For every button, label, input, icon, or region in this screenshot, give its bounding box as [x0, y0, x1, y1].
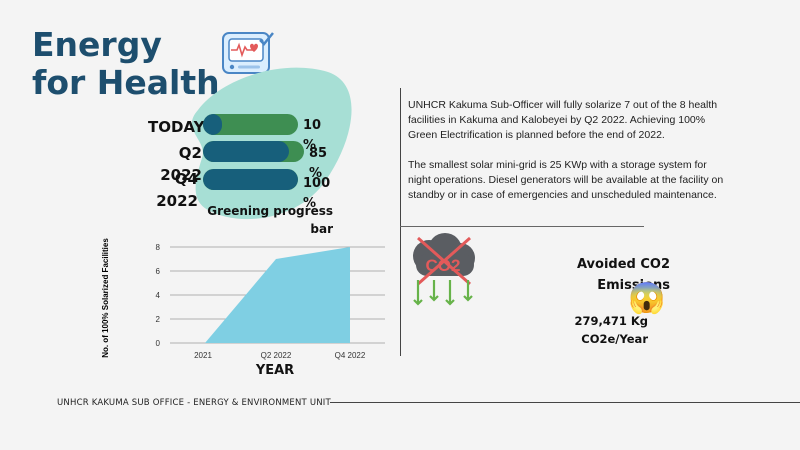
chart-y-tick-label: 2	[156, 315, 161, 324]
shocked-face-icon: 😱	[628, 282, 666, 315]
title-line-2: for Health	[32, 63, 220, 102]
progress-pct-q4: 100 %	[303, 176, 331, 211]
horizontal-divider	[400, 226, 644, 227]
chart-y-tick-label: 4	[156, 291, 161, 300]
chart-y-axis-label: No. of 100% Solarized Facilities	[101, 238, 110, 358]
progress-pct-q2: 85 %	[309, 146, 328, 181]
facilities-area-chart: 0 2 4 6 8 2021 Q2 2022 Q4 2022 No. of 100% Sol…	[101, 238, 385, 360]
chart-x-tick-label: 2021	[194, 351, 212, 360]
description-paragraph-2: The smallest solar mini-grid is 25 KWp w…	[408, 159, 724, 201]
progress-caption: Greening progress bar	[207, 204, 333, 236]
title-line-1: Energy	[32, 25, 162, 64]
vertical-divider	[400, 88, 401, 356]
chart-y-tick-label: 0	[156, 339, 161, 348]
co2-cloud-icon: CO2	[413, 233, 475, 306]
progress-pct-today: 10 %	[303, 118, 322, 153]
progress-fill-q4	[203, 169, 298, 190]
progress-label-q4: Q4 2022	[156, 170, 198, 210]
description-paragraph-1: UNHCR Kakuma Sub-Officer will fully sola…	[408, 99, 718, 141]
chart-y-tick-label: 6	[156, 267, 161, 276]
avoided-co2-value: 279,471 Kg CO2e/Year	[574, 314, 648, 346]
progress-bar-q2	[203, 141, 304, 162]
footer-text: UNHCR KAKUMA SUB OFFICE - ENERGY & ENVIR…	[57, 398, 331, 408]
progress-fill-today	[203, 114, 222, 135]
heart-monitor-icon	[222, 32, 274, 74]
progress-label-q2: Q2 2022	[160, 144, 202, 184]
chart-x-tick-label: Q2 2022	[261, 351, 292, 360]
footer-divider	[330, 402, 800, 403]
progress-label-today: TODAY	[148, 118, 205, 136]
progress-bar-q4	[203, 169, 298, 190]
progress-fill-q2	[203, 141, 289, 162]
chart-area-series	[205, 247, 350, 343]
chart-y-tick-label: 8	[156, 243, 161, 252]
chart-x-tick-label: Q4 2022	[335, 351, 366, 360]
description: UNHCR Kakuma Sub-Officer will fully sola…	[408, 98, 726, 218]
chart-x-axis-label: YEAR	[255, 363, 295, 378]
avoided-co2-title: Avoided CO2 Emissions	[576, 257, 670, 293]
page-title: Energy for Health	[32, 26, 220, 102]
progress-bar-today	[203, 114, 298, 135]
